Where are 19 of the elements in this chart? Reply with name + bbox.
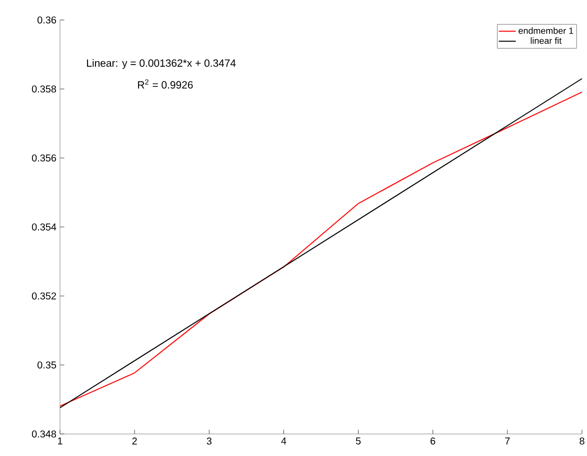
x-tick-label: 3 xyxy=(206,438,212,445)
annotation: Linear: y = 0.001362*x + 0.3474 xyxy=(87,59,236,69)
y-tick-label: 0.352 xyxy=(32,292,56,300)
y-tick-label: 0.356 xyxy=(32,154,56,162)
x-tick-label: 4 xyxy=(281,438,286,444)
y-tick-label: 0.358 xyxy=(32,85,56,93)
x-tick-label: 6 xyxy=(430,438,436,445)
legend-label: linear fit xyxy=(530,37,562,44)
x-tick-label: 2 xyxy=(132,438,137,444)
y-tick-label: 0.35 xyxy=(37,361,56,369)
legend-label: endmember 1 xyxy=(518,27,574,34)
annotation: R$^{2}$ = 0.9926 xyxy=(138,79,193,89)
y-tick-label: 0.348 xyxy=(32,430,56,438)
x-tick-label: 5 xyxy=(356,438,361,444)
x-tick-label: 7 xyxy=(505,438,510,444)
y-tick-label: 0.354 xyxy=(32,223,56,231)
y-tick-label: 0.36 xyxy=(37,16,56,24)
x-tick-label: 8 xyxy=(580,438,584,445)
x-tick-label: 1 xyxy=(58,438,62,444)
